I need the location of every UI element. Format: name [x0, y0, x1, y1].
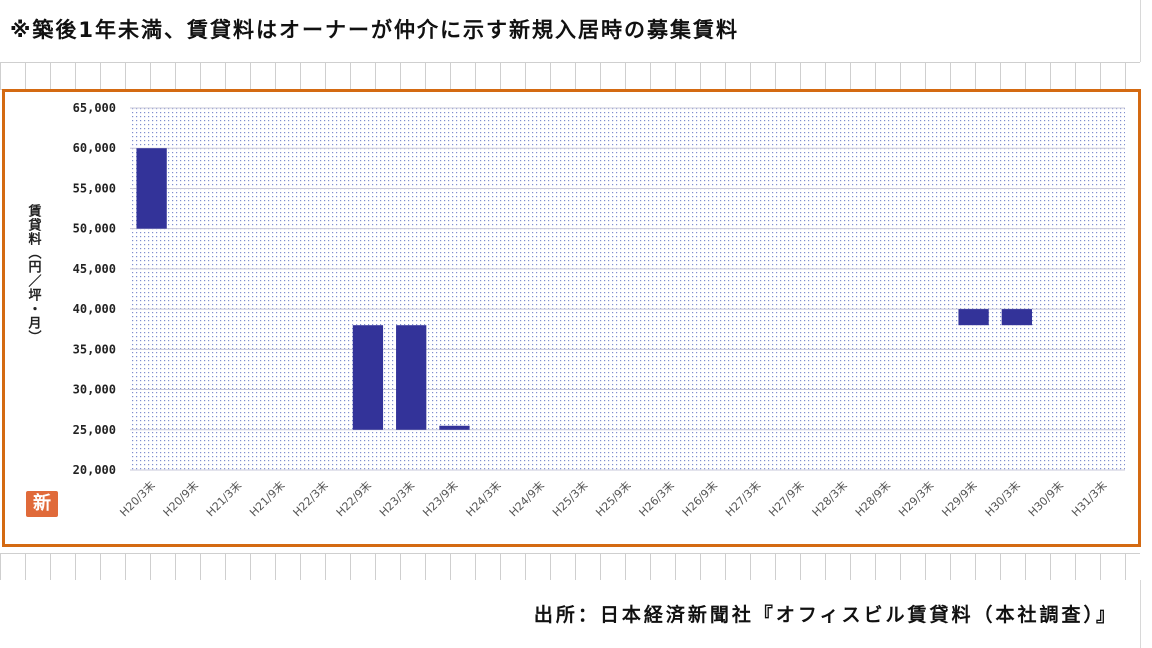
- x-tick-label: H28/9末: [852, 478, 893, 519]
- plot-area: [130, 108, 1125, 470]
- x-tick-label: H22/3末: [290, 478, 331, 519]
- x-tick-label: H25/9末: [593, 478, 634, 519]
- y-tick-label: 20,000: [73, 463, 116, 477]
- bar: [352, 325, 384, 430]
- bars: [136, 148, 1032, 430]
- x-tick-label: H30/9末: [1025, 478, 1066, 519]
- x-tick-label: H24/9末: [506, 478, 547, 519]
- spreadsheet-grid-bottom: [0, 553, 1140, 581]
- x-tick-label: H23/9末: [420, 478, 461, 519]
- x-tick-labels: H20/3末 H20/9末 H21/3末 H21/9末 H22/3末 H22/9末 H23/…: [117, 478, 1110, 519]
- y-axis-label: 賃貸料（円／坪・月）: [26, 203, 43, 344]
- y-tick-label: 60,000: [73, 141, 116, 155]
- plot-dot-pattern: [130, 108, 1125, 470]
- source-citation: 出所：日本経済新聞社『オフィスビル賃貸料（本社調査）』: [533, 604, 1118, 626]
- y-tick-label: 25,000: [73, 423, 116, 437]
- x-tick-label: H22/9末: [333, 478, 374, 519]
- y-tick-label: 65,000: [73, 101, 116, 115]
- y-tick-label: 50,000: [73, 222, 116, 236]
- bar: [136, 148, 167, 229]
- bar: [396, 325, 427, 430]
- bar: [958, 309, 989, 326]
- x-tick-label: H29/3末: [895, 478, 936, 519]
- x-tick-label: H25/3末: [549, 478, 590, 519]
- y-tick-label: 55,000: [73, 181, 116, 195]
- bar: [1001, 309, 1032, 326]
- y-axis-title: 賃貸料（円／坪・月）: [26, 203, 43, 344]
- x-tick-label: H26/9末: [679, 478, 720, 519]
- grid-lines: [130, 107, 1125, 471]
- x-tick-label: H20/3末: [117, 478, 158, 519]
- x-tick-label: H26/3末: [636, 478, 677, 519]
- x-tick-label: H24/3末: [463, 478, 504, 519]
- y-tick-label: 40,000: [73, 302, 116, 316]
- x-tick-label: H20/9末: [160, 478, 201, 519]
- x-tick-label: H27/3末: [722, 478, 763, 519]
- y-tick-label: 45,000: [73, 262, 116, 276]
- x-tick-label: H27/9末: [766, 478, 807, 519]
- x-tick-label: H21/9末: [247, 478, 288, 519]
- header-band: ※築後1年未満、賃貸料はオーナーが仲介に示す新規入居時の募集賃料: [0, 0, 1141, 62]
- x-tick-label: H31/3末: [1068, 478, 1109, 519]
- x-tick-label: H23/3末: [376, 478, 417, 519]
- y-tick-label: 30,000: [73, 383, 116, 397]
- x-tick-label: H28/3末: [809, 478, 850, 519]
- footer-band: 出所：日本経済新聞社『オフィスビル賃貸料（本社調査）』: [0, 580, 1141, 648]
- bar: [439, 425, 470, 430]
- y-tick-labels: 20,000 25,000 30,000 35,000 40,000 45,000 50,0…: [73, 101, 116, 477]
- new-badge-icon: 新: [26, 491, 58, 517]
- x-tick-label: H30/3末: [982, 478, 1023, 519]
- x-tick-label: H29/9末: [939, 478, 980, 519]
- x-tick-label: H21/3末: [203, 478, 244, 519]
- y-tick-label: 35,000: [73, 342, 116, 356]
- chart-note: ※築後1年未満、賃貸料はオーナーが仲介に示す新規入居時の募集賃料: [10, 18, 740, 42]
